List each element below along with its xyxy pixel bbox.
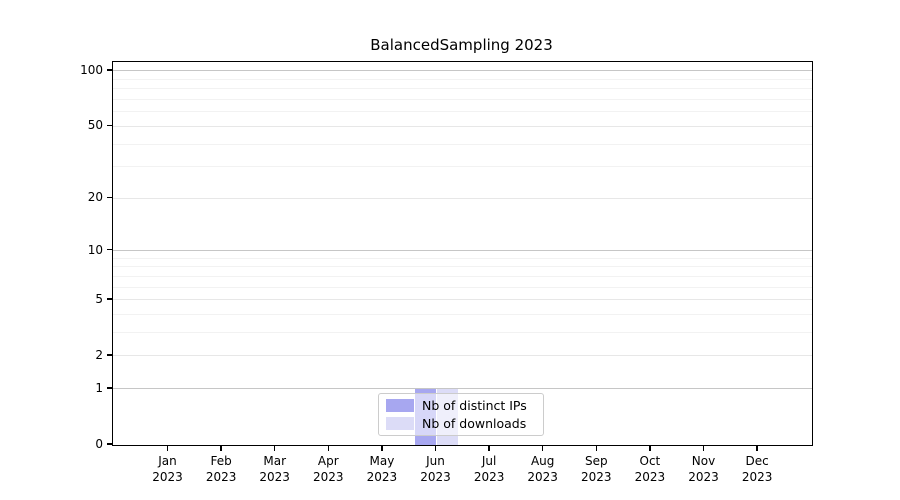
major-gridline <box>113 388 812 390</box>
legend-label: Nb of distinct IPs <box>422 398 527 414</box>
x-tick-mark <box>488 445 490 451</box>
legend-item-downloads: Nb of downloads <box>386 415 536 433</box>
minor-gridline <box>113 266 812 268</box>
legend: Nb of distinct IPs Nb of downloads <box>378 393 544 436</box>
x-tick-label: May 2023 <box>366 454 398 484</box>
y-tick-label: 0 <box>95 437 103 451</box>
x-tick-label: Feb 2023 <box>205 454 237 484</box>
legend-label: Nb of downloads <box>422 415 527 431</box>
x-tick-label: Jan 2023 <box>152 454 183 484</box>
minor-gridline <box>113 99 812 101</box>
x-tick-mark <box>756 445 758 451</box>
legend-item-distinct-ips: Nb of distinct IPs <box>386 397 536 415</box>
y-tick-mark <box>107 354 112 356</box>
x-tick-mark <box>166 445 169 451</box>
minor-gridline <box>113 78 812 80</box>
x-tick-mark <box>595 445 598 451</box>
x-tick-mark <box>220 445 222 451</box>
minor-gridline <box>113 111 812 113</box>
y-tick-mark <box>107 196 112 199</box>
major-gridline <box>113 355 812 357</box>
y-tick-mark <box>107 124 112 127</box>
major-gridline <box>113 250 812 252</box>
x-tick-label: Aug 2023 <box>527 454 558 484</box>
x-tick-label: Jun 2023 <box>420 454 451 484</box>
y-tick-label: 50 <box>87 118 103 133</box>
x-tick-mark <box>649 445 651 451</box>
minor-gridline <box>113 88 812 90</box>
y-tick-mark <box>107 443 112 445</box>
x-tick-mark <box>273 445 276 451</box>
y-tick-mark <box>107 69 112 71</box>
minor-gridline <box>113 314 812 316</box>
minor-gridline <box>113 286 812 288</box>
y-tick-label: 5 <box>95 291 103 306</box>
x-tick-mark <box>381 445 383 451</box>
major-gridline <box>113 70 812 72</box>
y-tick-mark <box>107 298 112 300</box>
minor-gridline <box>113 143 812 145</box>
minor-gridline <box>113 332 812 334</box>
x-tick-label: Jul 2023 <box>473 454 505 484</box>
y-tick-label: 2 <box>95 347 103 362</box>
x-tick-mark <box>327 445 330 451</box>
x-tick-label: Nov 2023 <box>688 454 719 484</box>
legend-swatch-distinct-ips <box>386 399 414 413</box>
x-tick-label: Oct 2023 <box>634 454 666 484</box>
minor-gridline <box>113 257 812 259</box>
x-tick-mark <box>434 445 437 451</box>
x-tick-mark <box>702 445 705 451</box>
major-gridline <box>113 299 812 301</box>
chart-title: BalancedSampling 2023 <box>370 36 553 54</box>
x-tick-label: Apr 2023 <box>313 454 344 484</box>
legend-swatch-downloads <box>386 416 414 430</box>
y-tick-label: 1 <box>95 380 103 395</box>
y-tick-mark <box>107 248 112 251</box>
y-tick-mark <box>107 387 112 389</box>
x-tick-mark <box>541 445 544 451</box>
plot-area <box>112 61 813 446</box>
y-tick-label: 20 <box>87 190 103 205</box>
major-gridline <box>113 125 812 127</box>
minor-gridline <box>113 275 812 277</box>
x-tick-label: Dec 2023 <box>741 454 773 484</box>
minor-gridline <box>113 166 812 168</box>
major-gridline <box>113 197 812 199</box>
x-tick-label: Mar 2023 <box>259 454 290 484</box>
y-tick-label: 10 <box>87 242 103 257</box>
x-tick-label: Sep 2023 <box>581 454 612 484</box>
y-tick-label: 100 <box>80 62 103 77</box>
